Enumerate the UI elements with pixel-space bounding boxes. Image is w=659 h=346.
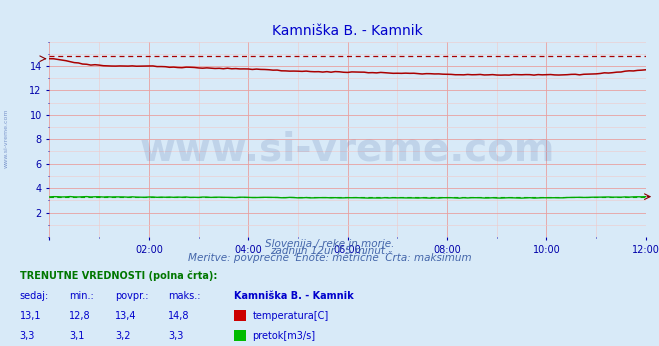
Text: 3,2: 3,2 [115, 331, 131, 342]
Text: 3,3: 3,3 [168, 331, 183, 342]
Text: sedaj:: sedaj: [20, 291, 49, 301]
Text: 13,1: 13,1 [20, 311, 42, 321]
Text: maks.:: maks.: [168, 291, 200, 301]
Text: Kamniška B. - Kamnik: Kamniška B. - Kamnik [234, 291, 354, 301]
Text: povpr.:: povpr.: [115, 291, 149, 301]
Text: zadnjih 12ur / 5 minut.: zadnjih 12ur / 5 minut. [270, 246, 389, 256]
Text: TRENUTNE VREDNOSTI (polna črta):: TRENUTNE VREDNOSTI (polna črta): [20, 270, 217, 281]
Text: www.si-vreme.com: www.si-vreme.com [140, 130, 556, 168]
Text: www.si-vreme.com: www.si-vreme.com [4, 109, 9, 168]
Text: Meritve: povprečne  Enote: metrične  Črta: maksimum: Meritve: povprečne Enote: metrične Črta:… [188, 251, 471, 263]
Text: 12,8: 12,8 [69, 311, 91, 321]
Text: min.:: min.: [69, 291, 94, 301]
Text: Slovenija / reke in morje.: Slovenija / reke in morje. [265, 239, 394, 249]
Text: 14,8: 14,8 [168, 311, 190, 321]
Text: 13,4: 13,4 [115, 311, 137, 321]
Text: 3,1: 3,1 [69, 331, 84, 342]
Title: Kamniška B. - Kamnik: Kamniška B. - Kamnik [272, 24, 423, 38]
Text: temperatura[C]: temperatura[C] [252, 311, 329, 321]
Text: pretok[m3/s]: pretok[m3/s] [252, 331, 316, 342]
Text: 3,3: 3,3 [20, 331, 35, 342]
